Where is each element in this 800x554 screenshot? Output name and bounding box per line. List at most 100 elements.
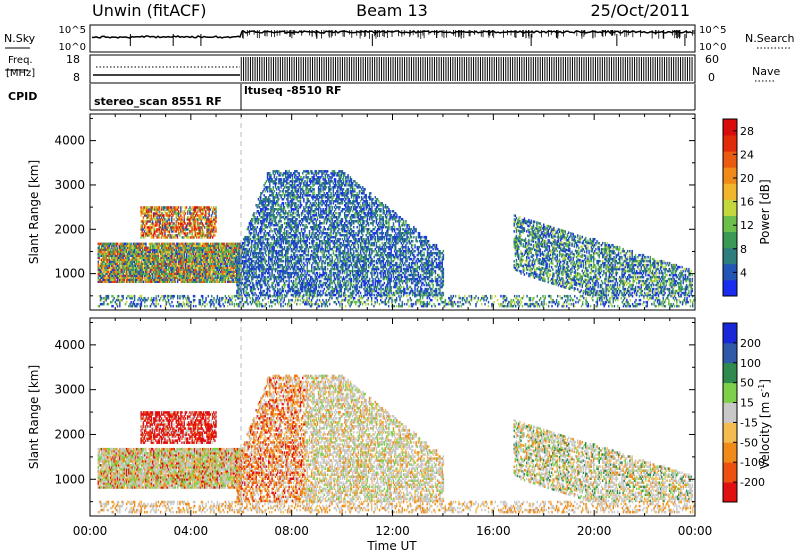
power-echo-cell xyxy=(269,298,272,302)
power-echo-cell xyxy=(225,296,228,300)
power-echo-cell xyxy=(105,272,107,276)
power-echo-cell xyxy=(290,302,292,306)
power-echo-cell xyxy=(238,296,240,300)
power-echo-cell xyxy=(107,254,110,258)
power-echo-cell xyxy=(643,300,645,304)
power-echo-cell xyxy=(97,252,99,256)
power-echo-cell xyxy=(529,296,532,300)
power-echo-cell xyxy=(192,304,195,308)
power-echo-cell xyxy=(441,300,443,304)
power-echo-cell xyxy=(503,304,506,308)
power-echo-cell xyxy=(670,294,672,298)
power-echo-cell xyxy=(598,298,601,302)
power-echo-cell xyxy=(105,242,107,246)
power-echo-cell xyxy=(108,280,111,284)
power-echo-cell xyxy=(122,294,124,298)
power-echo-cell xyxy=(509,300,511,304)
power-echo-cell xyxy=(609,296,611,300)
power-echo-cell xyxy=(459,300,461,304)
power-echo-cell xyxy=(211,294,213,298)
power-echo-cell xyxy=(437,302,440,306)
power-echo-cell xyxy=(307,300,309,304)
power-echo-cell xyxy=(691,300,694,304)
nsky-right-label: N.Search xyxy=(745,32,795,45)
power-echo-cell xyxy=(99,280,102,284)
power-echo-cell xyxy=(201,302,204,306)
power-echo-cell xyxy=(535,300,537,304)
power-echo-cell xyxy=(238,249,240,253)
power-echo-cell xyxy=(376,294,379,298)
power-echo-cell xyxy=(558,302,560,306)
power-echo-cell xyxy=(188,296,190,300)
power-echo-cell xyxy=(105,244,107,248)
power-echo-cell xyxy=(510,300,512,304)
power-echo-cell xyxy=(97,278,99,282)
power-echo-cell xyxy=(579,294,582,298)
power-echo-cell xyxy=(145,298,147,302)
power-echo-cell xyxy=(678,304,680,308)
power-echo-cell xyxy=(98,274,101,278)
power-echo-cell xyxy=(103,246,105,250)
power-echo-cell xyxy=(99,276,102,280)
power-echo-cell xyxy=(104,246,106,250)
power-echo-cell xyxy=(357,298,359,302)
power-echo-cell xyxy=(513,300,516,304)
power-echo-cell xyxy=(596,302,599,306)
power-echo-cell xyxy=(412,302,415,306)
power-echo-cell xyxy=(524,302,526,306)
power-echo-cell xyxy=(179,294,181,298)
power-echo-cell xyxy=(299,294,301,298)
power-echo-cell xyxy=(604,302,607,306)
power-echo-cell xyxy=(376,300,379,304)
power-echo-cell xyxy=(532,296,534,300)
power-echo-cell xyxy=(158,298,161,302)
power-echo-cell xyxy=(350,296,352,300)
freq-frame xyxy=(89,54,696,84)
power-echo-cell xyxy=(98,244,101,248)
power-echo-cell xyxy=(656,296,659,300)
power-echo-cell xyxy=(536,300,538,304)
power-echo-cell xyxy=(141,298,144,302)
power-echo-cell xyxy=(374,302,376,306)
power-echo-cell xyxy=(385,302,388,306)
power-echo-cell xyxy=(542,304,544,308)
power-echo-cell xyxy=(529,302,532,306)
power-echo-cell xyxy=(563,304,566,308)
power-echo-cell xyxy=(102,246,104,250)
power-echo-cell xyxy=(209,298,212,302)
power-echo-cell xyxy=(686,298,688,302)
power-echo-cell xyxy=(110,272,112,276)
power-echo-cell xyxy=(201,294,204,298)
power-echo-cell xyxy=(140,294,143,298)
power-echo-cell xyxy=(482,294,484,298)
power-echo-cell xyxy=(570,296,573,300)
power-echo-cell xyxy=(107,248,110,252)
power-echo-cell xyxy=(106,254,109,258)
power-echo-cell xyxy=(444,304,447,308)
power-echo-cell xyxy=(110,250,112,254)
power-echo-cell xyxy=(336,298,339,302)
power-echo-cell xyxy=(591,296,593,300)
power-echo-cell xyxy=(341,302,343,306)
power-echo-cell xyxy=(502,294,504,298)
power-echo-cell xyxy=(212,300,214,304)
power-echo-cell xyxy=(426,296,428,300)
power-echo-cell xyxy=(294,296,297,300)
power-echo-cell xyxy=(520,296,523,300)
power-echo-cell xyxy=(100,262,103,266)
power-echo-cell xyxy=(218,298,221,302)
power-echo-cell xyxy=(463,294,466,298)
power-echo-cell xyxy=(185,206,188,209)
power-echo-cell xyxy=(147,296,149,300)
power-echo-cell xyxy=(475,302,477,306)
power-echo-cell xyxy=(622,304,625,308)
power-echo-cell xyxy=(107,252,110,256)
power-echo-cell xyxy=(423,300,425,304)
power-echo-cell xyxy=(206,302,208,306)
power-echo-cell xyxy=(654,298,656,302)
power-echo-cell xyxy=(105,278,107,282)
power-echo-cell xyxy=(518,304,520,308)
power-echo-cell xyxy=(254,300,256,304)
power-echo-cell xyxy=(566,294,568,298)
power-echo-cell xyxy=(646,296,649,300)
